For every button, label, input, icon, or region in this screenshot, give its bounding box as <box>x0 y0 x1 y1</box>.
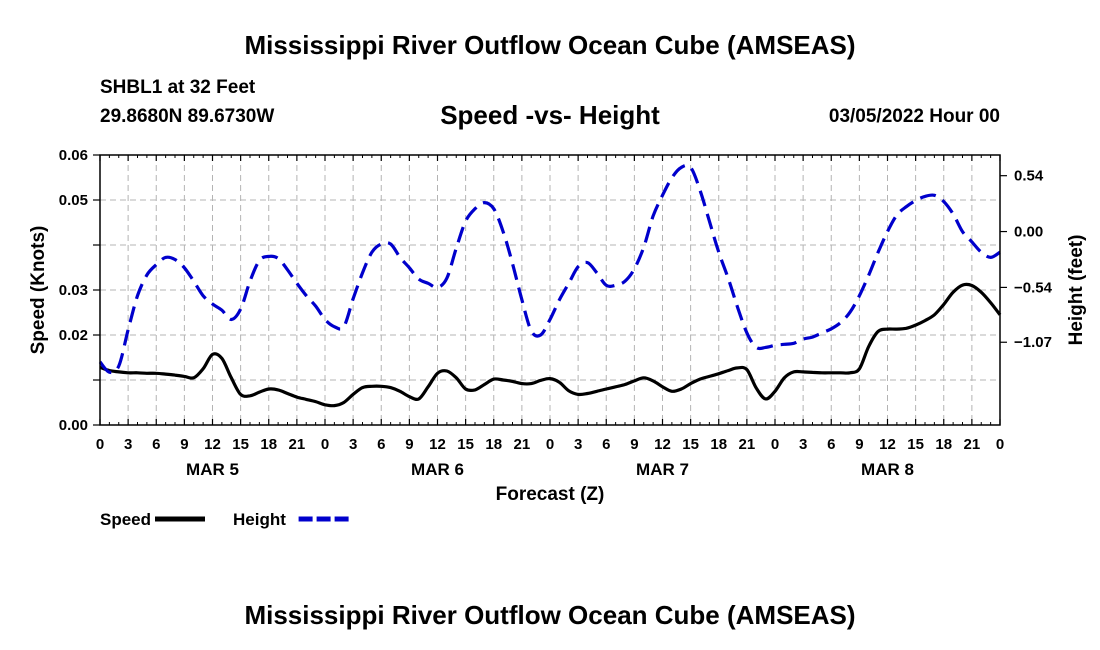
day-label: MAR 6 <box>411 460 464 479</box>
x-tick-label: 15 <box>457 436 474 453</box>
x-tick-label: 9 <box>405 436 413 453</box>
y-left-axis-title: Speed (Knots) <box>28 226 49 355</box>
axis-labels: 0 3 6 9 12 15 18 21 0 3 6 9 12 15 18 21 0 3 6 9 12 15 18 21 0 3 6 9… <box>28 147 1087 505</box>
x-tick-label: 15 <box>232 436 249 453</box>
series-lines <box>98 163 1002 408</box>
y-left-tick-label: 0.05 <box>59 192 88 209</box>
page-title: Mississippi River Outflow Ocean Cube (AM… <box>244 30 856 60</box>
x-tick-label: 12 <box>654 436 671 453</box>
y-left-tick-label: 0.03 <box>59 282 88 299</box>
x-tick-label: 0 <box>771 436 779 453</box>
day-label: MAR 5 <box>186 460 239 479</box>
forecast-date: 03/05/2022 Hour 00 <box>828 106 1000 127</box>
series-line-speed <box>99 282 1002 408</box>
y-right-tick-label: −1.07 <box>1014 334 1052 351</box>
x-tick-label: 6 <box>602 436 610 453</box>
day-label: MAR 7 <box>636 460 689 479</box>
x-tick-label: 21 <box>739 436 756 453</box>
grid-lines <box>100 155 1000 425</box>
x-tick-label: 9 <box>630 436 638 453</box>
y-right-tick-label: −0.54 <box>1014 279 1053 296</box>
x-tick-label: 15 <box>682 436 699 453</box>
x-tick-label: 0 <box>996 436 1004 453</box>
x-tick-label: 18 <box>260 436 277 453</box>
chart-title: Speed -vs- Height <box>440 100 660 130</box>
station-label: SHBL1 at 32 Feet <box>100 77 256 98</box>
x-tick-label: 6 <box>152 436 160 453</box>
x-tick-label: 6 <box>827 436 835 453</box>
x-tick-label: 12 <box>429 436 446 453</box>
x-tick-label: 6 <box>377 436 385 453</box>
x-tick-label: 0 <box>96 436 104 453</box>
day-label: MAR 8 <box>861 460 914 479</box>
y-left-tick-label: 0.06 <box>59 147 88 164</box>
x-tick-label: 9 <box>855 436 863 453</box>
x-tick-label: 18 <box>935 436 952 453</box>
x-tick-label: 12 <box>204 436 221 453</box>
x-tick-label: 12 <box>879 436 896 453</box>
x-tick-label: 15 <box>907 436 924 453</box>
x-tick-label: 9 <box>180 436 188 453</box>
x-tick-label: 21 <box>289 436 306 453</box>
x-tick-label: 0 <box>321 436 329 453</box>
x-tick-label: 3 <box>124 436 132 453</box>
x-tick-label: 3 <box>349 436 357 453</box>
y-left-tick-label: 0.02 <box>59 327 88 344</box>
y-right-tick-label: 0.00 <box>1014 224 1043 241</box>
y-left-tick-label: 0.00 <box>59 417 88 434</box>
x-tick-label: 21 <box>514 436 531 453</box>
x-tick-label: 0 <box>546 436 554 453</box>
legend: Speed Height <box>100 510 349 529</box>
x-tick-label: 21 <box>964 436 981 453</box>
y-right-axis-title: Height (feet) <box>1066 235 1087 346</box>
x-tick-label: 18 <box>485 436 502 453</box>
x-tick-label: 18 <box>710 436 727 453</box>
x-tick-label: 3 <box>799 436 807 453</box>
legend-label: Speed <box>100 510 151 529</box>
station-location: 29.8680N 89.6730W <box>100 106 275 127</box>
legend-label: Height <box>233 510 286 529</box>
x-axis-title: Forecast (Z) <box>496 484 605 505</box>
bottom-page-title: Mississippi River Outflow Ocean Cube (AM… <box>244 600 856 630</box>
x-tick-label: 3 <box>574 436 582 453</box>
y-right-tick-label: 0.54 <box>1014 168 1044 185</box>
plot-frame <box>99 154 1001 426</box>
series-line-height <box>98 163 1001 375</box>
